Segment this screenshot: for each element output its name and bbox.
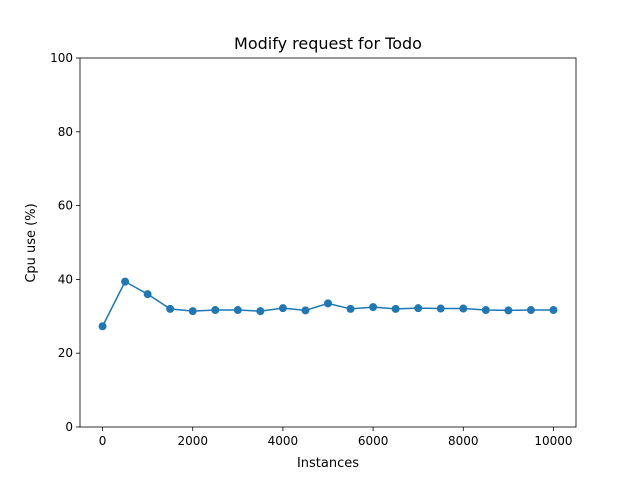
y-tick-label: 0 [65, 420, 73, 434]
chart-title: Modify request for Todo [234, 34, 422, 53]
data-point [278, 304, 287, 313]
y-tick-label: 20 [58, 346, 73, 360]
data-point [166, 304, 175, 313]
data-point [324, 299, 332, 308]
axes-frame [79, 57, 577, 428]
data-point [98, 322, 107, 331]
y-tick-label: 40 [58, 272, 73, 286]
x-axis-label: Instances [297, 456, 359, 471]
data-point [414, 304, 423, 313]
x-tick-label: 4000 [268, 434, 299, 448]
data-point [504, 306, 513, 315]
data-point [121, 277, 130, 286]
data-point [369, 303, 378, 312]
data-point [301, 306, 310, 315]
data-point [233, 306, 242, 315]
y-tick-label: 60 [58, 199, 73, 213]
data-point [188, 307, 197, 316]
x-tick-label: 8000 [448, 434, 479, 448]
y-tick-label: 80 [58, 125, 73, 139]
x-tick-label: 2000 [177, 434, 208, 448]
data-point [391, 304, 400, 313]
y-axis-label: Cpu use (%) [24, 203, 39, 282]
data-point [256, 307, 265, 316]
y-tick-label: 100 [50, 51, 73, 65]
plot-area: 0 2000 4000 6000 8000 10000 0 20 40 60 80 100 [50, 51, 577, 448]
data-point [436, 304, 445, 313]
data-point [459, 304, 468, 313]
data-point [211, 306, 220, 315]
data-point [526, 306, 535, 315]
data-point [143, 290, 152, 299]
x-tick-label: 10000 [534, 434, 572, 448]
data-point [549, 306, 558, 315]
data-point [346, 304, 355, 313]
data-point [481, 306, 490, 315]
x-tick-label: 0 [99, 434, 107, 448]
x-tick-label: 6000 [358, 434, 389, 448]
